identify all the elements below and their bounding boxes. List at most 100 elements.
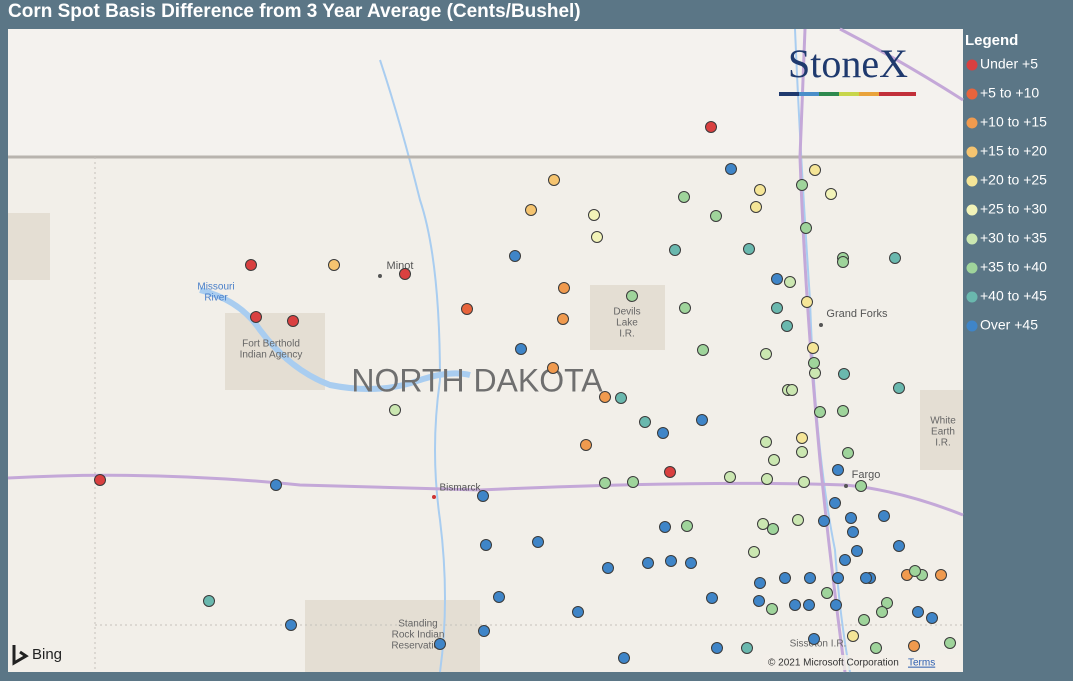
site-marker[interactable] xyxy=(803,599,815,611)
site-marker[interactable] xyxy=(779,572,791,584)
site-marker[interactable] xyxy=(808,357,820,369)
legend-label[interactable]: +20 to +25 xyxy=(980,172,1047,188)
site-marker[interactable] xyxy=(766,603,778,615)
site-marker[interactable] xyxy=(789,599,801,611)
site-marker[interactable] xyxy=(525,204,537,216)
site-marker[interactable] xyxy=(477,490,489,502)
site-marker[interactable] xyxy=(580,439,592,451)
site-marker[interactable] xyxy=(832,464,844,476)
site-marker[interactable] xyxy=(669,244,681,256)
site-marker[interactable] xyxy=(781,320,793,332)
site-marker[interactable] xyxy=(697,344,709,356)
site-marker[interactable] xyxy=(599,477,611,489)
site-marker[interactable] xyxy=(935,569,947,581)
site-marker[interactable] xyxy=(801,296,813,308)
site-marker[interactable] xyxy=(809,164,821,176)
site-marker[interactable] xyxy=(771,302,783,314)
site-marker[interactable] xyxy=(860,572,872,584)
site-marker[interactable] xyxy=(287,315,299,327)
site-marker[interactable] xyxy=(796,179,808,191)
legend-label[interactable]: Over +45 xyxy=(980,317,1038,333)
site-marker[interactable] xyxy=(741,642,753,654)
site-marker[interactable] xyxy=(725,163,737,175)
site-marker[interactable] xyxy=(757,518,769,530)
site-marker[interactable] xyxy=(832,572,844,584)
site-marker[interactable] xyxy=(796,432,808,444)
site-marker[interactable] xyxy=(743,243,755,255)
site-marker[interactable] xyxy=(696,414,708,426)
site-marker[interactable] xyxy=(760,436,772,448)
site-marker[interactable] xyxy=(399,268,411,280)
legend-label[interactable]: +25 to +30 xyxy=(980,201,1047,217)
site-marker[interactable] xyxy=(796,446,808,458)
site-marker[interactable] xyxy=(837,256,849,268)
site-marker[interactable] xyxy=(480,539,492,551)
site-marker[interactable] xyxy=(825,188,837,200)
site-marker[interactable] xyxy=(591,231,603,243)
site-marker[interactable] xyxy=(493,591,505,603)
site-marker[interactable] xyxy=(706,592,718,604)
site-marker[interactable] xyxy=(389,404,401,416)
site-marker[interactable] xyxy=(750,201,762,213)
site-marker[interactable] xyxy=(821,587,833,599)
site-marker[interactable] xyxy=(760,348,772,360)
site-marker[interactable] xyxy=(786,384,798,396)
site-marker[interactable] xyxy=(657,427,669,439)
site-marker[interactable] xyxy=(626,290,638,302)
site-marker[interactable] xyxy=(665,555,677,567)
site-marker[interactable] xyxy=(724,471,736,483)
site-marker[interactable] xyxy=(876,606,888,618)
site-marker[interactable] xyxy=(678,191,690,203)
site-marker[interactable] xyxy=(944,637,956,649)
site-marker[interactable] xyxy=(814,406,826,418)
site-marker[interactable] xyxy=(515,343,527,355)
site-marker[interactable] xyxy=(893,382,905,394)
legend-label[interactable]: +40 to +45 xyxy=(980,288,1047,304)
legend-label[interactable]: +35 to +40 xyxy=(980,259,1047,275)
site-marker[interactable] xyxy=(270,479,282,491)
site-marker[interactable] xyxy=(881,597,893,609)
legend-label[interactable]: +15 to +20 xyxy=(980,143,1047,159)
site-marker[interactable] xyxy=(839,554,851,566)
site-marker[interactable] xyxy=(203,595,215,607)
site-marker[interactable] xyxy=(878,510,890,522)
site-marker[interactable] xyxy=(851,545,863,557)
site-marker[interactable] xyxy=(558,282,570,294)
site-marker[interactable] xyxy=(838,368,850,380)
site-marker[interactable] xyxy=(784,276,796,288)
site-marker[interactable] xyxy=(679,302,691,314)
site-marker[interactable] xyxy=(618,652,630,664)
legend-label[interactable]: +5 to +10 xyxy=(980,85,1039,101)
site-marker[interactable] xyxy=(889,252,901,264)
site-marker[interactable] xyxy=(509,250,521,262)
site-marker[interactable] xyxy=(818,515,830,527)
site-marker[interactable] xyxy=(685,557,697,569)
site-marker[interactable] xyxy=(588,209,600,221)
site-marker[interactable] xyxy=(602,562,614,574)
terms-link[interactable]: Terms xyxy=(908,658,935,669)
site-marker[interactable] xyxy=(771,273,783,285)
site-marker[interactable] xyxy=(893,540,905,552)
site-marker[interactable] xyxy=(250,311,262,323)
site-marker[interactable] xyxy=(705,121,717,133)
site-marker[interactable] xyxy=(858,614,870,626)
site-marker[interactable] xyxy=(548,174,560,186)
site-marker[interactable] xyxy=(754,577,766,589)
site-marker[interactable] xyxy=(599,391,611,403)
site-marker[interactable] xyxy=(557,313,569,325)
site-marker[interactable] xyxy=(829,497,841,509)
site-marker[interactable] xyxy=(710,210,722,222)
site-marker[interactable] xyxy=(792,514,804,526)
site-marker[interactable] xyxy=(711,642,723,654)
site-marker[interactable] xyxy=(912,606,924,618)
site-marker[interactable] xyxy=(926,612,938,624)
site-marker[interactable] xyxy=(659,521,671,533)
site-marker[interactable] xyxy=(478,625,490,637)
site-marker[interactable] xyxy=(681,520,693,532)
site-marker[interactable] xyxy=(845,512,857,524)
site-marker[interactable] xyxy=(627,476,639,488)
site-marker[interactable] xyxy=(761,473,773,485)
site-marker[interactable] xyxy=(328,259,340,271)
site-marker[interactable] xyxy=(754,184,766,196)
site-marker[interactable] xyxy=(800,222,812,234)
